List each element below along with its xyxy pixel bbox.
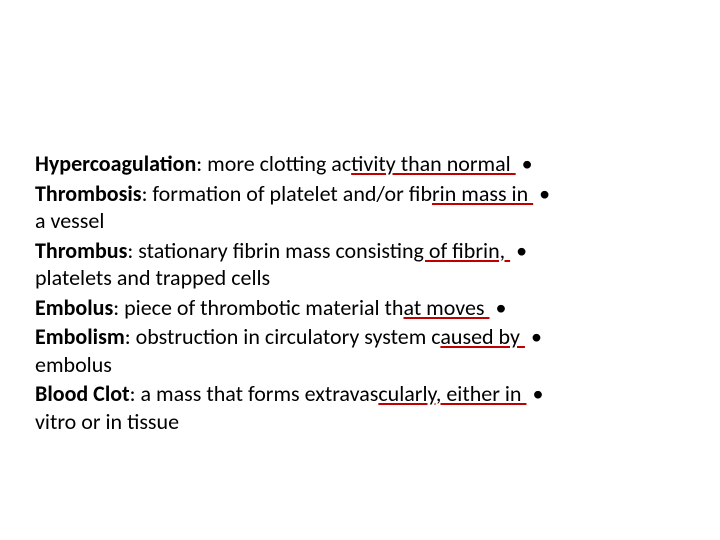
bullet-icon: • [496,294,507,322]
def-continuation: vitro or in tissue [35,408,179,435]
def-continuation: embolus [35,351,112,378]
def-continuation: a vessel [35,207,104,234]
term: Hypercoagulation [35,150,196,177]
definition-item: Blood Clot: a mass that forms extravascu… [35,380,685,435]
term: Thrombus [35,237,127,264]
def-underline: rin mass in [432,180,533,207]
def-underline: g of fibrin, [414,237,511,264]
slide: Hypercoagulation: more clotting activity… [0,0,720,540]
definition-item: Embolism: obstruction in circulatory sys… [35,323,685,378]
def-pre: : more clotting ac [196,150,351,177]
bullet-icon: • [516,237,527,265]
def-pre: : formation of platelet and/or fib [142,180,432,207]
term: Thrombosis [35,180,142,207]
term: Blood Clot [35,380,130,407]
def-underline: at moves [403,294,489,321]
def-underline: aused by [440,323,525,350]
bullet-icon: • [539,180,550,208]
def-continuation: platelets and trapped cells [35,264,270,291]
bullet-icon: • [522,150,533,178]
term: Embolus [35,294,113,321]
definition-item: Thrombosis: formation of platelet and/or… [35,180,685,235]
def-underline: cularly, either in [378,380,526,407]
definition-item: Embolus: piece of thrombotic material th… [35,294,685,322]
def-pre: : a mass that forms extravas [130,380,379,407]
definition-item: Hypercoagulation: more clotting activity… [35,150,685,178]
def-underline: tivity than normal [351,150,516,177]
def-pre: : stationary fibrin mass consistin [127,237,413,264]
bullet-icon: • [532,380,543,408]
def-pre: : obstruction in circulatory system c [125,323,441,350]
def-pre: : piece of thrombotic material th [113,294,403,321]
term: Embolism [35,323,125,350]
definition-item: Thrombus: stationary fibrin mass consist… [35,237,685,292]
bullet-icon: • [531,323,542,351]
